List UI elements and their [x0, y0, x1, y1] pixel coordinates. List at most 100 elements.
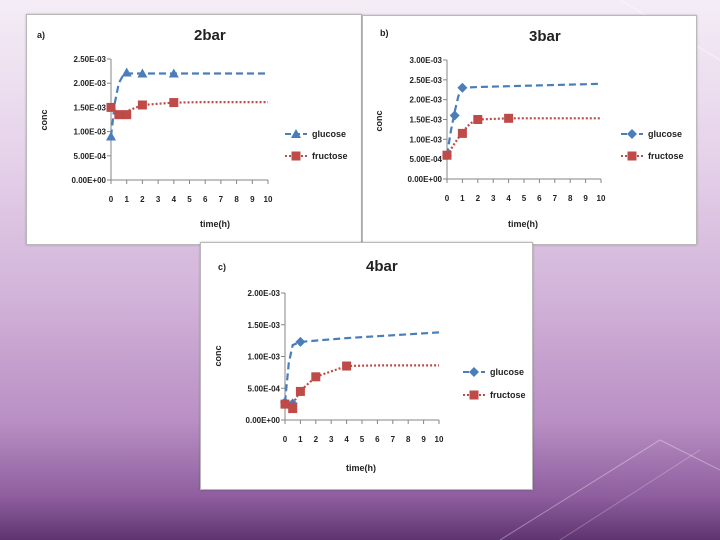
fructose-point — [457, 128, 467, 138]
chart-panel-c: c) 4bar 0.00E+00 5.00E-04 1.00E-03 1.50E-03 2.… — [200, 242, 533, 490]
fructose-line — [110, 101, 268, 115]
x-tick-label: 5 — [187, 195, 192, 204]
y-tick-label: 2.50E-03 — [410, 76, 443, 85]
x-tick-label: 7 — [553, 194, 558, 203]
legend-swatch-marker — [291, 129, 301, 138]
y-axis-title: conc — [374, 110, 384, 131]
x-tick-label: 10 — [597, 194, 606, 203]
x-tick-label: 4 — [506, 194, 511, 203]
series-fructose — [106, 98, 268, 120]
y-tick-label: 1.00E-03 — [248, 353, 281, 362]
legend-label: fructose — [312, 151, 348, 161]
legend-label: fructose — [648, 151, 684, 161]
fructose-point — [169, 98, 179, 108]
panel-label: b) — [380, 28, 389, 38]
legend-label: glucose — [312, 129, 346, 139]
x-tick-label: 6 — [537, 194, 542, 203]
x-tick-label: 1 — [124, 195, 129, 204]
fructose-point — [114, 110, 124, 120]
chart-c-svg: c) 4bar 0.00E+00 5.00E-04 1.00E-03 1.50E-03 2.… — [213, 258, 526, 473]
glucose-line — [109, 72, 268, 137]
glucose-point — [295, 336, 306, 347]
glucose-point — [121, 67, 132, 77]
x-tick-label: 2 — [314, 435, 319, 444]
y-tick-label: 1.00E-03 — [410, 135, 443, 144]
x-tick-label: 0 — [445, 194, 450, 203]
legend-swatch-marker — [627, 129, 637, 139]
fructose-point — [288, 404, 298, 414]
chart-panel-a: a) 2bar 0.00E+00 5.00E-04 1.00E-03 1.50E-03 2.… — [26, 14, 362, 245]
fructose-point — [473, 115, 483, 124]
x-tick-label: 0 — [283, 435, 288, 444]
series-fructose — [442, 113, 601, 160]
fructose-point — [295, 386, 305, 396]
x-tick-label: 9 — [421, 435, 426, 444]
legend-swatch-marker — [291, 151, 301, 161]
x-tick-label: 0 — [109, 195, 114, 204]
glucose-point — [449, 110, 460, 121]
legend-swatch-marker — [469, 390, 479, 400]
x-tick-label: 9 — [583, 194, 588, 203]
glucose-point — [137, 68, 148, 78]
fructose-point — [280, 399, 290, 409]
glucose-point — [457, 82, 468, 93]
x-tick-label: 7 — [391, 435, 396, 444]
y-tick-label: 0.00E+00 — [408, 175, 443, 184]
x-tick-label: 4 — [344, 435, 349, 444]
legend-item-fructose: fructose — [621, 151, 684, 161]
y-axis-title: conc — [213, 345, 223, 366]
x-tick-label: 1 — [298, 435, 303, 444]
chart-panel-b: b) 3bar 0.00E+00 5.00E-04 1.00E-03 1.50E-03 2.… — [362, 15, 697, 245]
panel-label: a) — [37, 30, 45, 40]
chart-title: 3bar — [529, 28, 561, 45]
legend-item-glucose: glucose — [285, 129, 346, 139]
fructose-point — [442, 150, 452, 160]
chart-a-svg: a) 2bar 0.00E+00 5.00E-04 1.00E-03 1.50E-03 2.… — [37, 27, 348, 229]
glucose-line — [283, 331, 440, 403]
legend-item-fructose: fructose — [285, 151, 348, 161]
x-tick-label: 3 — [491, 194, 496, 203]
x-tick-label: 10 — [435, 435, 444, 444]
x-tick-label: 8 — [406, 435, 411, 444]
fructose-point — [504, 113, 514, 123]
x-tick-label: 10 — [264, 195, 273, 204]
y-tick-label: 1.00E-03 — [74, 128, 107, 137]
legend-label: glucose — [648, 129, 682, 139]
fructose-point — [106, 102, 116, 112]
y-tick-label: 1.50E-03 — [410, 116, 443, 125]
fructose-line — [446, 117, 601, 156]
x-tick-label: 7 — [219, 195, 224, 204]
legend-swatch-marker — [627, 151, 637, 161]
chart-title: 2bar — [194, 27, 226, 44]
chart-title: 4bar — [366, 258, 398, 275]
series-glucose — [280, 331, 440, 409]
chart-b-svg: b) 3bar 0.00E+00 5.00E-04 1.00E-03 1.50E-03 2.… — [374, 28, 684, 229]
panel-label: c) — [218, 262, 226, 272]
x-tick-label: 5 — [522, 194, 527, 203]
glucose-point — [168, 68, 179, 78]
x-tick-label: 5 — [360, 435, 365, 444]
x-tick-label: 6 — [203, 195, 208, 204]
legend-item-fructose: fructose — [463, 390, 526, 400]
series-fructose — [280, 361, 439, 414]
glucose-point — [106, 131, 116, 141]
glucose-line — [445, 82, 602, 156]
x-tick-label: 8 — [234, 195, 239, 204]
x-tick-label: 1 — [460, 194, 465, 203]
y-tick-label: 2.00E-03 — [74, 79, 107, 88]
y-tick-label: 1.50E-03 — [248, 321, 281, 330]
x-tick-label: 2 — [140, 195, 145, 204]
y-tick-label: 2.00E-03 — [248, 289, 281, 298]
fructose-point — [342, 361, 352, 371]
y-axis-title: conc — [39, 109, 49, 130]
y-tick-label: 5.00E-04 — [248, 384, 281, 393]
legend-swatch-marker — [469, 367, 479, 377]
legend-item-glucose: glucose — [463, 367, 524, 377]
x-tick-label: 3 — [329, 435, 334, 444]
fructose-point — [122, 110, 132, 120]
y-tick-label: 2.00E-03 — [410, 96, 443, 105]
series-glucose — [442, 82, 602, 161]
legend-label: fructose — [490, 390, 526, 400]
legend-label: glucose — [490, 367, 524, 377]
x-tick-label: 6 — [375, 435, 380, 444]
